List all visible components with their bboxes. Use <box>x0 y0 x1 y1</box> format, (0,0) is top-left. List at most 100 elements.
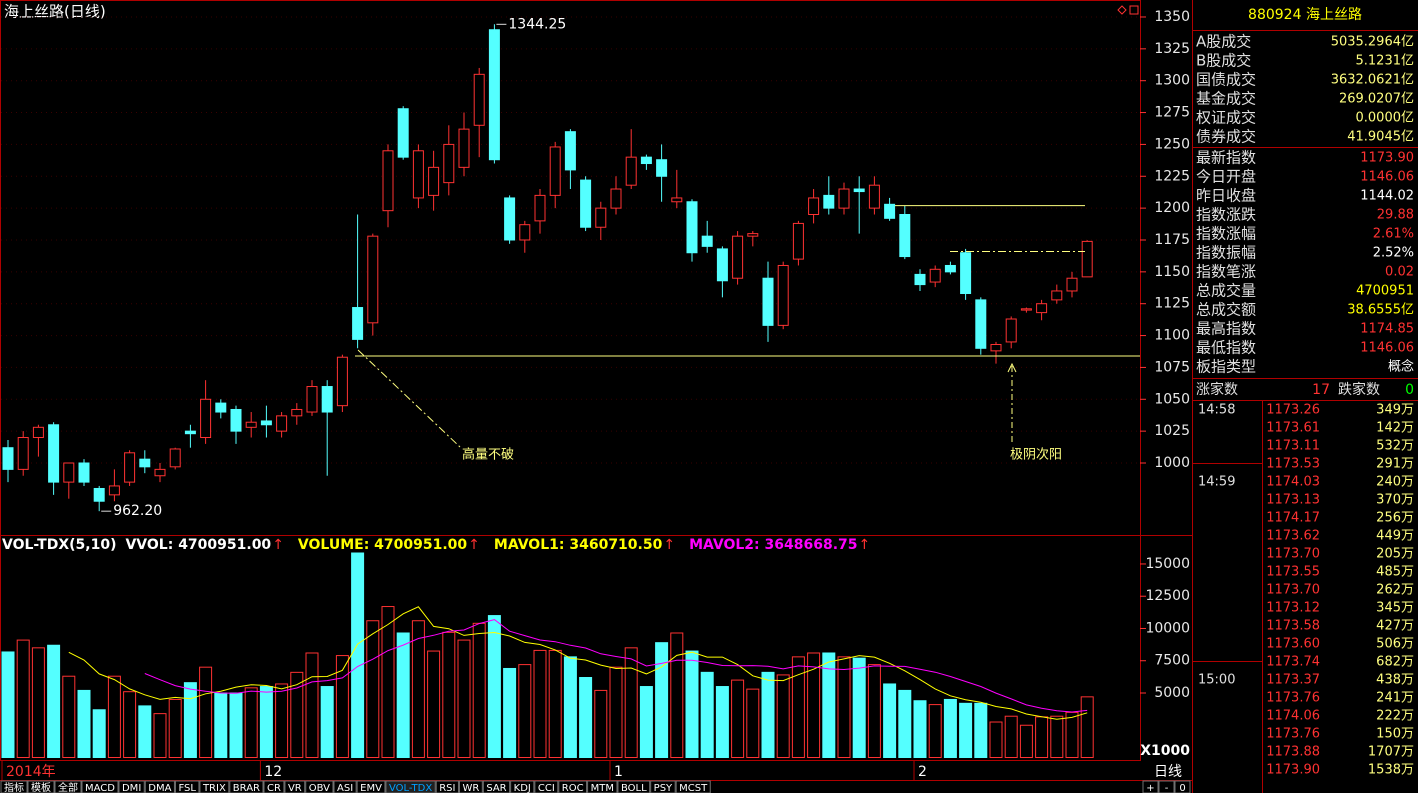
volume-bar <box>427 650 441 758</box>
turnover-label: 债券成交 <box>1196 128 1256 146</box>
tab[interactable] <box>174 780 200 793</box>
tick-price: 1174.06 <box>1266 709 1320 724</box>
y-tick-label: 15000 <box>1145 556 1190 572</box>
zoom-button[interactable] <box>1158 780 1175 793</box>
candle-body <box>975 299 987 349</box>
volume-bar <box>1019 724 1033 758</box>
candle-body <box>458 128 470 168</box>
volume-bar <box>518 664 532 758</box>
indicator-value: VOLUME: 4700951.00 <box>298 537 467 553</box>
tab-label[interactable]: 全部 <box>58 781 78 793</box>
tab[interactable] <box>675 780 711 793</box>
tab[interactable] <box>54 780 82 793</box>
tab[interactable] <box>587 780 618 793</box>
tab-label[interactable]: BOLL <box>621 783 647 793</box>
tab[interactable] <box>199 780 230 793</box>
volume-bar <box>47 644 61 758</box>
tab-label[interactable]: CCI <box>538 783 555 793</box>
tab[interactable] <box>534 780 559 793</box>
candle-body <box>1036 303 1048 314</box>
tab-label[interactable]: RSI <box>439 783 455 793</box>
tab-label[interactable]: KDJ <box>514 783 531 793</box>
candle-body <box>108 485 120 496</box>
zoom-label[interactable]: 0 <box>1179 783 1185 793</box>
y-tick-label: 5000 <box>1154 685 1190 701</box>
tab-label[interactable]: VR <box>288 783 302 793</box>
candle-body <box>78 462 90 483</box>
tab[interactable] <box>305 780 334 793</box>
tick-price: 1173.76 <box>1266 727 1320 742</box>
volume-bar <box>1004 715 1018 759</box>
stat-value: 1144.02 <box>1360 189 1414 204</box>
candle-body <box>291 408 303 417</box>
candle-body <box>382 150 394 212</box>
stat-label: 指数笔涨 <box>1196 263 1256 281</box>
tick-price: 1173.12 <box>1266 601 1320 616</box>
tab-label[interactable]: ASI <box>337 783 353 793</box>
volume-bar <box>381 606 395 758</box>
tab[interactable] <box>356 780 386 793</box>
tab[interactable] <box>144 780 175 793</box>
zoom-label[interactable]: - <box>1165 783 1169 793</box>
annotation-arrow <box>1007 362 1017 373</box>
tab-label[interactable]: 指标 <box>4 781 24 793</box>
tab[interactable] <box>558 780 588 793</box>
zoom-label[interactable]: + <box>1146 783 1154 793</box>
tab[interactable] <box>482 780 511 793</box>
stat-value: 1146.06 <box>1360 341 1414 356</box>
volume-bar <box>1065 711 1079 759</box>
volume-bar <box>168 698 182 758</box>
volume-bar <box>411 620 425 759</box>
y-tick-label: 1275 <box>1154 105 1190 121</box>
tab-label[interactable]: MTM <box>591 783 614 793</box>
zoom-button[interactable] <box>1174 780 1191 793</box>
tab[interactable] <box>617 780 651 793</box>
annotation: 高量不破 <box>462 447 514 463</box>
tab-label[interactable]: WR <box>462 783 479 793</box>
tab[interactable] <box>229 780 264 793</box>
tab[interactable] <box>458 780 483 793</box>
tab-label[interactable]: MACD <box>85 783 115 793</box>
tab[interactable] <box>118 780 145 793</box>
volume-bar <box>1050 715 1064 759</box>
stat-label: 今日开盘 <box>1196 168 1256 186</box>
tab[interactable] <box>263 780 285 793</box>
tab[interactable] <box>284 780 306 793</box>
candle-body <box>990 343 1002 352</box>
volume-bar <box>943 698 957 758</box>
icon[interactable] <box>1117 5 1127 15</box>
candle-body <box>63 462 75 483</box>
tab[interactable] <box>650 780 676 793</box>
tick-price: 1174.03 <box>1266 475 1320 490</box>
candle-body <box>625 156 637 186</box>
tab-label[interactable]: ROC <box>562 783 584 793</box>
tab-label[interactable]: EMV <box>360 783 382 793</box>
icon[interactable] <box>1129 5 1139 15</box>
tab-label[interactable]: SAR <box>486 783 506 793</box>
volume-bar <box>928 704 942 758</box>
tick-volume: 438万 <box>1376 673 1414 688</box>
tab-label[interactable]: 模板 <box>31 781 51 793</box>
tab[interactable] <box>0 780 28 793</box>
tab-label[interactable]: DMA <box>148 783 171 793</box>
tab[interactable] <box>81 780 119 793</box>
tick-price: 1173.70 <box>1266 547 1320 562</box>
tab[interactable] <box>510 780 535 793</box>
candle-body <box>671 197 683 203</box>
tab-label[interactable]: DMI <box>122 783 141 793</box>
tab[interactable] <box>385 780 436 793</box>
tab-label[interactable]: FSL <box>178 783 196 793</box>
tab[interactable] <box>333 780 357 793</box>
zoom-button[interactable] <box>1142 780 1159 793</box>
tab-label[interactable]: VOL-TDX <box>389 783 432 793</box>
tab-label[interactable]: MCST <box>679 783 708 793</box>
candle-body <box>777 264 789 326</box>
tab[interactable] <box>27 780 55 793</box>
tab-label[interactable]: TRIX <box>202 783 226 793</box>
tab-label[interactable]: PSY <box>654 783 673 793</box>
tick-volume: 427万 <box>1376 619 1414 634</box>
tab-label[interactable]: CR <box>267 783 281 793</box>
tab[interactable] <box>435 780 459 793</box>
tab-label[interactable]: OBV <box>309 783 330 793</box>
tab-label[interactable]: BRAR <box>233 783 260 793</box>
